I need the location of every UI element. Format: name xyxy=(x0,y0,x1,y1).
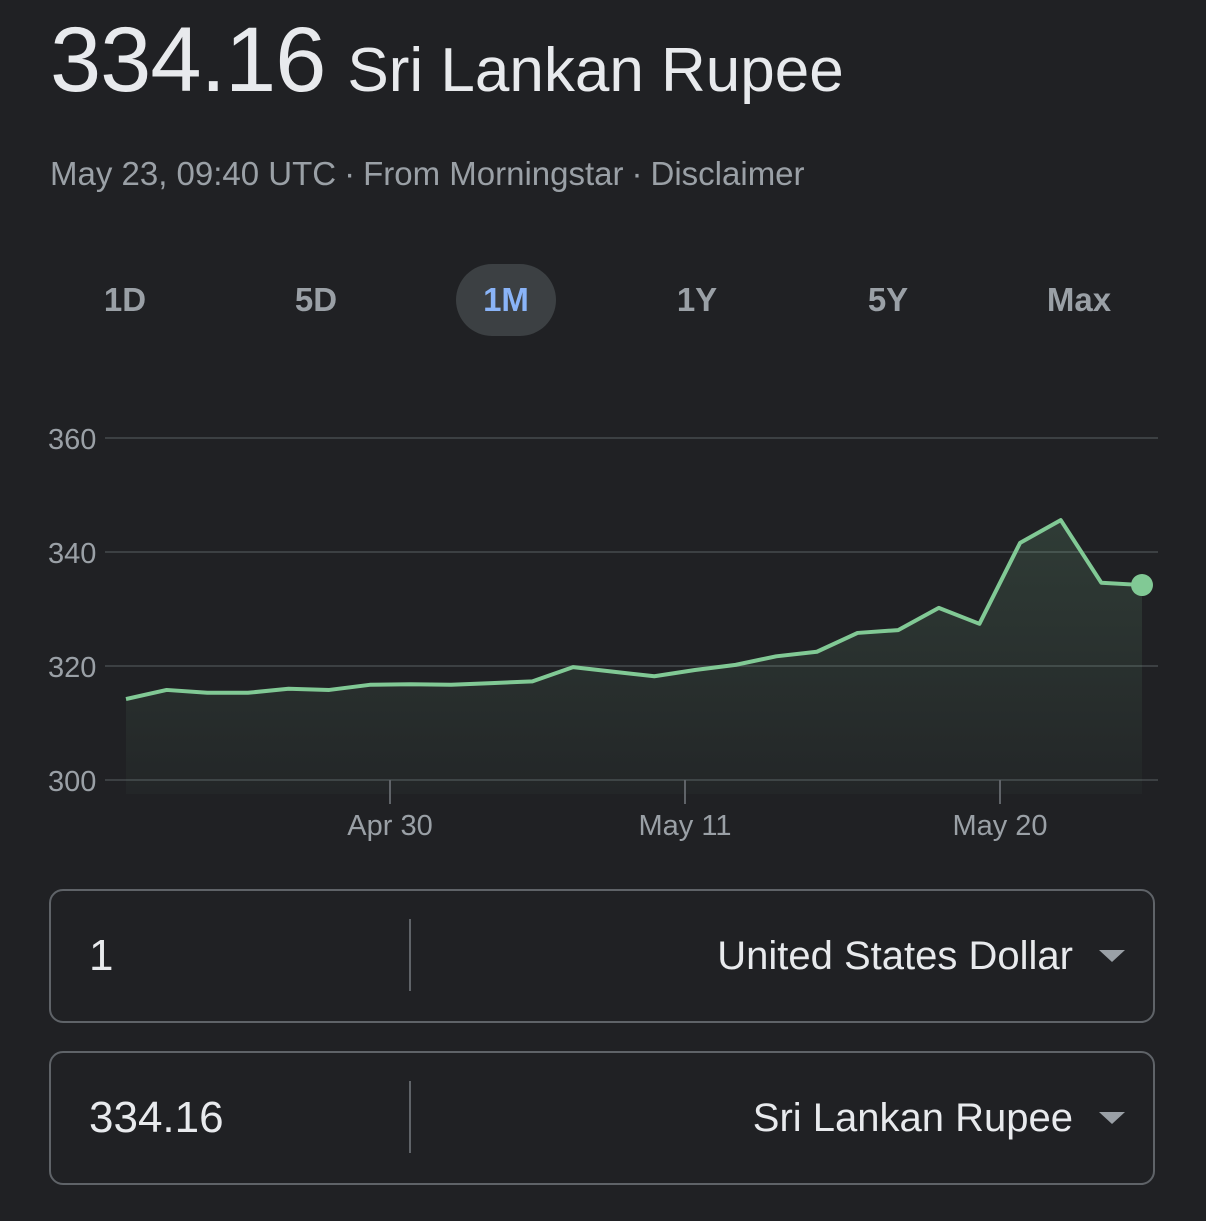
separator: · xyxy=(631,155,643,192)
tab-1m[interactable]: 1M xyxy=(456,264,556,336)
target-currency-name: Sri Lankan Rupee xyxy=(347,36,844,105)
to-currency-select[interactable]: Sri Lankan Rupee xyxy=(413,1053,1153,1183)
from-amount-input[interactable] xyxy=(89,891,389,1021)
divider xyxy=(409,1081,411,1153)
exchange-rate-value: 334.16 xyxy=(50,9,326,111)
y-tick-label: 300 xyxy=(48,766,96,798)
rate-metadata: May 23, 09:40 UTC · From Morningstar · Discl… xyxy=(50,155,805,193)
tab-1d[interactable]: 1D xyxy=(103,281,147,318)
from-currency-select[interactable]: United States Dollar xyxy=(413,891,1153,1021)
series-area xyxy=(126,520,1142,794)
time-range-tabs: 1D 5D 1M 1Y 5Y Max xyxy=(30,264,1176,336)
tab-max[interactable]: Max xyxy=(1046,281,1112,318)
from-currency-row: United States Dollar xyxy=(49,889,1155,1023)
x-tick-label: Apr 30 xyxy=(347,810,432,842)
x-tick-label: May 20 xyxy=(952,810,1047,842)
exchange-rate-chart[interactable]: 360 340 320 300 Apr 30 May 11 May 20 xyxy=(0,400,1206,850)
x-tick-label: May 11 xyxy=(639,810,732,842)
separator: · xyxy=(344,155,356,192)
to-currency-label: Sri Lankan Rupee xyxy=(752,1096,1073,1140)
caret-down-icon xyxy=(1099,950,1125,962)
series-line xyxy=(125,518,1143,702)
caret-down-icon xyxy=(1099,1112,1125,1124)
header: 334.16 Sri Lankan Rupee xyxy=(50,8,844,113)
from-currency-label: United States Dollar xyxy=(717,934,1073,978)
y-tick-label: 320 xyxy=(48,652,96,684)
timestamp: May 23, 09:40 UTC xyxy=(50,155,337,192)
tab-5d[interactable]: 5D xyxy=(294,281,338,318)
y-tick-label: 360 xyxy=(48,424,96,456)
tab-5y[interactable]: 5Y xyxy=(867,281,909,318)
y-tick-label: 340 xyxy=(48,538,96,570)
to-currency-row: Sri Lankan Rupee xyxy=(49,1051,1155,1185)
latest-point-marker xyxy=(1131,574,1153,597)
source-text: From Morningstar xyxy=(363,155,624,192)
to-amount-input[interactable] xyxy=(89,1053,389,1183)
divider xyxy=(409,919,411,991)
disclaimer-link[interactable]: Disclaimer xyxy=(650,155,805,192)
tab-1y[interactable]: 1Y xyxy=(676,281,718,318)
